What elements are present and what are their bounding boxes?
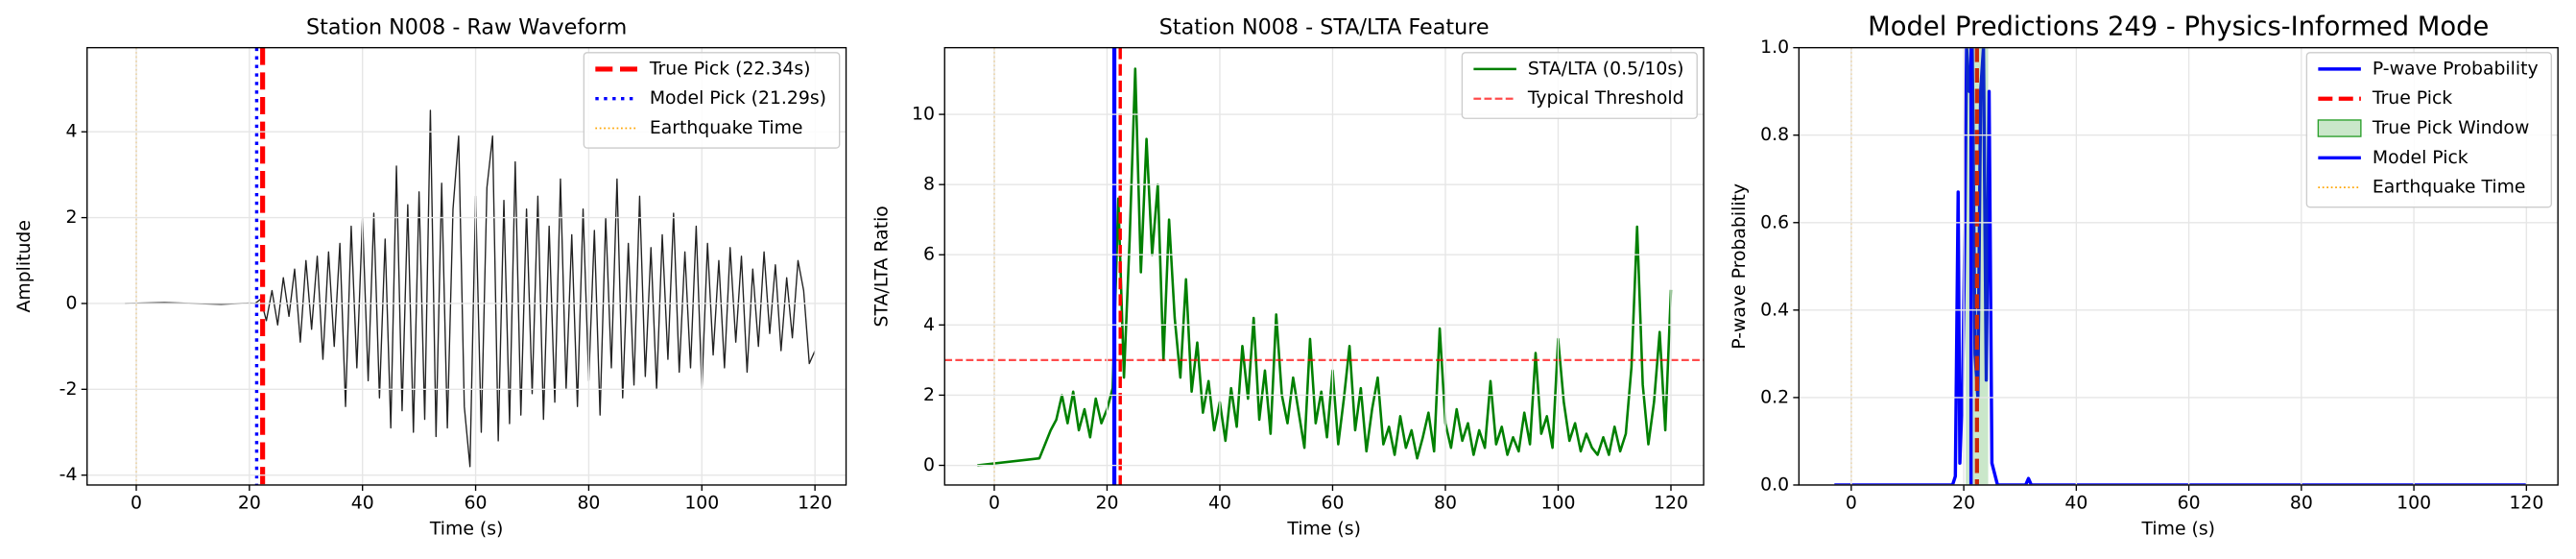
y-tick-label: 10 [912, 105, 935, 125]
x-axis-label: Time (s) [429, 520, 504, 540]
legend-label: STA/LTA (0.5/10s) [1528, 59, 1684, 79]
x-axis-label: Time (s) [1286, 520, 1361, 540]
legend: P-wave Probability True Pick True Pick Win… [2305, 52, 2553, 208]
y-axis-label: STA/LTA Ratio [872, 206, 893, 327]
y-tick-label: 0.0 [1760, 474, 1789, 495]
y-tick-label: 6 [923, 245, 935, 265]
legend-box [1461, 52, 1698, 119]
x-axis-label: Time (s) [2141, 520, 2216, 540]
chart-title: Station N008 - STA/LTA Feature [1159, 15, 1490, 40]
x-tick-label: 80 [2290, 493, 2313, 513]
y-tick-label: 2 [923, 385, 935, 405]
legend-label: Earthquake Time [650, 118, 803, 138]
legend: STA/LTA (0.5/10s) Typical Threshold [1461, 52, 1698, 119]
legend-label: Model Pick (21.29s) [650, 88, 826, 109]
x-tick-label: 120 [798, 493, 832, 513]
legend-box [583, 52, 841, 149]
y-tick-label: 0.6 [1760, 212, 1789, 232]
x-tick-label: 120 [2509, 493, 2543, 513]
legend-label: True Pick Window [2372, 118, 2530, 138]
y-tick-label: 1.0 [1760, 37, 1789, 58]
y-tick-label: 0 [923, 455, 935, 475]
x-tick-label: 0 [131, 493, 142, 513]
legend-label: True Pick (22.34s) [649, 59, 811, 79]
legend-label: P-wave Probability [2373, 59, 2539, 79]
y-axis-label: P-wave Probability [1729, 183, 1750, 350]
x-tick-label: 40 [351, 493, 374, 513]
y-tick-label: 4 [65, 122, 77, 142]
legend-box [2305, 52, 2553, 208]
legend-label: True Pick [2372, 88, 2452, 109]
x-tick-label: 60 [1321, 493, 1344, 513]
x-tick-label: 20 [1095, 493, 1118, 513]
x-tick-label: 0 [1846, 493, 1857, 513]
legend-label: Model Pick [2373, 148, 2469, 168]
legend-swatch [2317, 119, 2362, 137]
x-tick-label: 100 [1541, 493, 1576, 513]
chart-title: Station N008 - Raw Waveform [306, 15, 627, 40]
legend: True Pick (22.34s) Model Pick (21.29s) Ear… [583, 52, 841, 149]
axes-frame [86, 46, 847, 486]
y-tick-label: 0.8 [1760, 125, 1789, 145]
data-line [125, 109, 816, 468]
y-tick-label: 2 [65, 207, 77, 228]
y-tick-label: 0.2 [1760, 387, 1789, 407]
data-line [1834, 47, 2527, 485]
y-tick-label: 0.4 [1760, 300, 1789, 320]
x-tick-label: 120 [1654, 493, 1688, 513]
x-tick-label: 100 [684, 493, 719, 513]
x-tick-label: 60 [2178, 493, 2201, 513]
axes-frame [943, 46, 1705, 486]
data-line [977, 67, 1673, 467]
plot-area [1834, 47, 2527, 485]
y-tick-label: 0 [65, 293, 77, 313]
x-tick-label: 40 [2064, 493, 2087, 513]
x-tick-label: 100 [2397, 493, 2431, 513]
x-tick-label: 20 [238, 493, 261, 513]
y-tick-label: 8 [923, 175, 935, 195]
y-axis-label: Amplitude [14, 220, 35, 312]
axes-frame [1798, 46, 2559, 486]
x-tick-label: 80 [577, 493, 600, 513]
y-tick-label: 4 [923, 315, 935, 335]
x-tick-label: 0 [989, 493, 1000, 513]
chart-title: Model Predictions 249 - Physics-Informed… [1868, 12, 2489, 42]
legend-label: Earthquake Time [2373, 178, 2526, 198]
y-tick-label: -4 [60, 465, 78, 485]
legend-label: Typical Threshold [1527, 88, 1684, 109]
x-tick-label: 40 [1208, 493, 1231, 513]
y-tick-label: -2 [60, 379, 78, 400]
x-tick-label: 20 [1952, 493, 1975, 513]
x-tick-label: 80 [1434, 493, 1457, 513]
x-tick-label: 60 [465, 493, 488, 513]
window-span [1966, 47, 1989, 485]
